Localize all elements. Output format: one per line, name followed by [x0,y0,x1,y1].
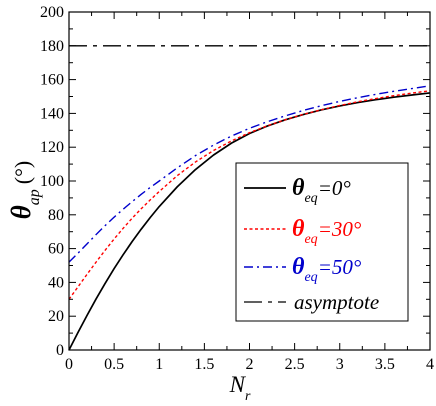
tick-layer: 0 0.5 1 1.5 2 2.5 3 3.5 402040608010012014016018… [40,4,434,373]
y-tick-label: 80 [48,207,64,224]
legend-sub-2: eq [304,270,317,285]
x-axis-symbol: N [229,372,247,397]
legend: θeq=0° θeq=30° θeq=50° asymptote [235,162,409,322]
y-tick-label: 20 [48,308,64,325]
x-tick-label: 3.5 [375,356,395,373]
legend-label-3: asymptote [294,290,379,314]
y-tick-label: 140 [40,105,64,122]
y-tick-label: 40 [48,274,64,291]
x-tick-label: 1.5 [194,356,214,373]
legend-rest-2: =50° [318,255,362,279]
series-line-0 [68,92,431,351]
legend-symbol-1: θ [292,216,305,242]
legend-rest-3: asymptote [294,290,379,314]
y-tick-label: 0 [56,342,64,359]
series-line-1 [68,90,431,300]
x-tick-label: 1 [155,356,163,373]
x-tick-label: 0.5 [104,356,124,373]
legend-box [235,162,409,322]
y-tick-label: 160 [40,72,64,89]
legend-sub-1: eq [304,232,317,247]
y-axis-unit: (°) [10,161,35,184]
x-axis-subscript: r [245,389,251,404]
legend-label-2: θeq=50° [292,254,362,285]
legend-rest-0: =0° [318,176,352,200]
legend-label-0: θeq=0° [292,175,351,206]
y-tick-label: 200 [40,4,64,21]
series-layer [68,45,431,351]
x-tick-label: 3 [336,356,344,373]
x-tick-label: 2 [246,356,254,373]
legend-symbol-2: θ [292,254,305,280]
x-tick-label: 4 [426,356,434,373]
legend-sub-0: eq [304,191,317,206]
series-line-2 [68,85,431,263]
y-tick-label: 60 [48,241,64,258]
y-axis-subscript: ap [26,189,43,205]
x-tick-label: 0 [65,356,73,373]
y-axis-label: θap (°) [6,161,43,219]
legend-rest-1: =30° [318,217,362,241]
y-axis-symbol: θ [6,205,36,219]
y-tick-label: 120 [40,139,64,156]
y-tick-label: 100 [40,173,64,190]
y-tick-label: 180 [40,38,64,55]
x-axis-label: Nr [229,372,251,404]
x-tick-label: 2.5 [285,356,305,373]
legend-symbol-0: θ [292,175,305,201]
legend-label-1: θeq=30° [292,216,362,247]
